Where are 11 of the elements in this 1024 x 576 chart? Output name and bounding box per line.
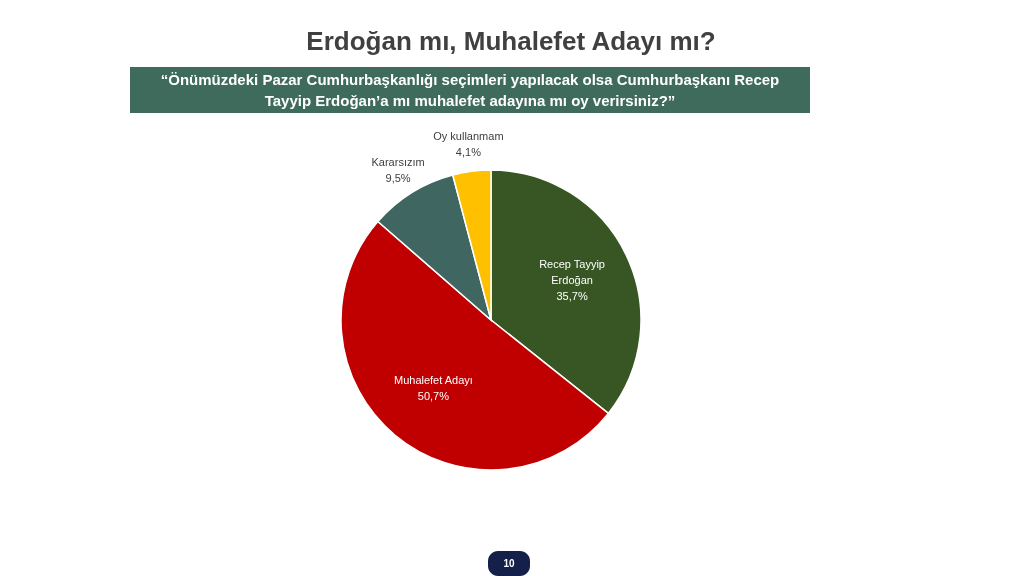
data-label: 4,1% xyxy=(455,146,482,159)
text: 10 xyxy=(503,558,515,569)
chart-subtitle: “Önümüzdeki Pazar Cumhurbaşkanlığı seçimleri yapılacak olsa Cumhurbaşkanı Recep Tayyip Erdoğan’a mı muhalefet adayına mı oy verirsiniz?” xyxy=(160,70,780,109)
chart-title: Erdoğan mı, Muhalefet Adayı mı? xyxy=(306,26,716,56)
data-label: 9,5% xyxy=(385,171,411,184)
data-label: 35,7% xyxy=(556,289,588,302)
slice-label: Muhalefet Adayı xyxy=(393,374,473,387)
data-label: 50,7% xyxy=(417,390,450,403)
slice-label: Recep Tayyip Erdoğan xyxy=(539,257,605,286)
slice-label: Kararsızım xyxy=(371,155,425,168)
slice-label: Oy kullanmam xyxy=(433,130,504,143)
